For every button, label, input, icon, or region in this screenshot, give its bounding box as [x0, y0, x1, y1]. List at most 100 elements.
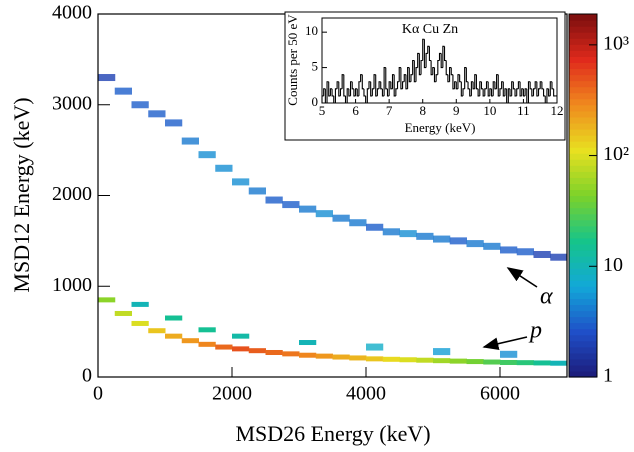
hist2d-cell [299, 352, 317, 358]
hist2d-cell [449, 358, 467, 364]
histogram-bin [472, 81, 475, 90]
colorbar-step [569, 26, 597, 33]
hist2d-cell [114, 310, 132, 316]
histogram-bin [363, 88, 366, 97]
hist2d-cell [433, 235, 451, 243]
histogram-bin [450, 67, 453, 76]
histogram-bin [360, 74, 363, 82]
y-tick-label: 1000 [52, 274, 92, 296]
hist2d-cell [315, 210, 333, 218]
colorbar-step [569, 80, 597, 88]
histogram-bin [522, 88, 526, 97]
y-axis-title: MSD12 Energy (keV) [9, 97, 34, 292]
histogram-bin [323, 88, 326, 96]
hist2d-cell [483, 359, 501, 365]
colorbar-step [569, 147, 597, 154]
histogram-bin [366, 88, 369, 103]
histogram-bin [494, 81, 497, 90]
histogram-bin [395, 88, 398, 96]
hist2d-cell [516, 248, 534, 256]
colorbar-tick-label: 1 [603, 365, 613, 387]
hist2d-cell [181, 137, 199, 145]
colorbar-step [569, 50, 597, 57]
x-tick-label: 6000 [480, 383, 520, 405]
histogram-bin [475, 74, 479, 90]
hist2d-cell [148, 328, 166, 334]
histogram-bin [373, 74, 376, 89]
colorbar-step [569, 189, 597, 197]
histogram-bin [521, 88, 524, 96]
histogram-bin [358, 81, 361, 96]
colorbar-step [569, 110, 597, 118]
hist2d-cell [282, 201, 300, 209]
hist2d-cell [466, 240, 484, 248]
hist2d-cell [500, 246, 518, 254]
colorbar-step [569, 358, 597, 366]
inset-frame [284, 11, 566, 141]
histogram-bin [511, 81, 514, 96]
colorbar-step [569, 195, 597, 203]
colorbar-step [569, 213, 597, 221]
inset-x-tick-label: 10 [483, 103, 496, 118]
hist2d-cell [265, 349, 283, 355]
colorbar-step [569, 256, 597, 263]
histogram-bin [415, 67, 418, 82]
colorbar [569, 14, 597, 378]
histogram-bin [496, 74, 499, 89]
hist2d-cell [466, 359, 484, 365]
histogram-bin [376, 88, 380, 96]
hist2d-cell [500, 359, 518, 365]
colorbar-step [569, 370, 597, 378]
hist2d-cell [148, 110, 166, 118]
histogram-bin [440, 53, 443, 69]
colorbar-step [569, 346, 597, 354]
histogram-bin [492, 81, 495, 96]
histogram-bin [346, 88, 349, 103]
histogram-bin [529, 81, 532, 90]
histogram-bin [514, 88, 517, 97]
colorbar-step [569, 135, 597, 142]
hist2d-cell [165, 119, 183, 127]
inset-x-tick-label: 5 [319, 103, 326, 118]
hist2d-cell [366, 343, 384, 351]
inset-x-tick-label: 12 [551, 103, 564, 118]
histogram-bin [532, 88, 536, 96]
histogram-bin [413, 60, 416, 83]
colorbar-step [569, 104, 597, 112]
histogram-bin [534, 81, 537, 89]
colorbar-step [569, 20, 597, 27]
inset-y-title: Counts per 50 eV [285, 14, 300, 106]
hist2d-cell [265, 196, 283, 204]
hist2d-cell [332, 354, 350, 360]
histogram-bin [430, 60, 433, 76]
colorbar-step [569, 237, 597, 245]
histogram-bin [393, 74, 396, 97]
hist2d-cell [299, 340, 317, 346]
colorbar-step [569, 159, 597, 166]
colorbar-step [569, 183, 597, 191]
p-label: p [528, 318, 542, 344]
histogram-bin [482, 88, 485, 97]
histogram-bin [343, 74, 346, 97]
histogram-bin [549, 81, 552, 96]
colorbar-step [569, 207, 597, 215]
histogram-bin [455, 81, 458, 90]
histogram-bin [351, 81, 354, 90]
histogram-bin [474, 74, 477, 89]
histogram-bin [519, 81, 522, 97]
histogram-bin [487, 81, 490, 97]
histogram-bin [432, 67, 435, 75]
histogram-bin [375, 74, 378, 97]
hist2d-cell [114, 87, 132, 95]
hist2d-cell [433, 358, 451, 364]
histogram-bin [480, 81, 484, 90]
colorbar-tick-label: 10² [603, 143, 629, 165]
hist2d-cell [382, 228, 400, 236]
histogram-bin [499, 88, 502, 96]
x-tick-label: 2000 [212, 383, 252, 405]
histogram-bin [338, 81, 341, 97]
x-tick-label: 0 [93, 383, 103, 405]
hist2d-cell [349, 219, 367, 227]
colorbar-step [569, 32, 597, 39]
